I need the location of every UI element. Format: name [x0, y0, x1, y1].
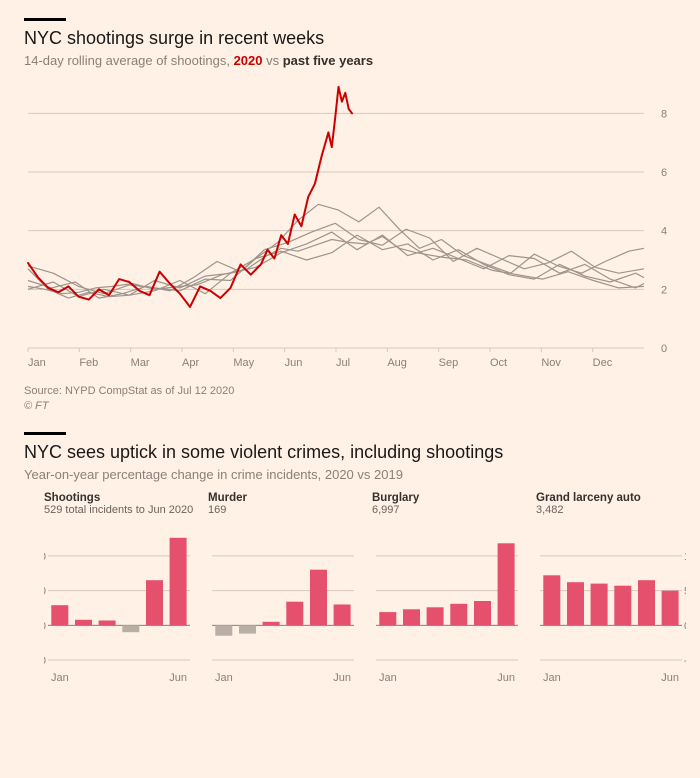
- subtitle-2020: 2020: [234, 53, 263, 68]
- svg-text:Aug: Aug: [387, 357, 407, 369]
- svg-text:Jun: Jun: [169, 672, 187, 683]
- bar: [286, 601, 303, 625]
- svg-text:4: 4: [661, 226, 667, 238]
- panel-subtitle: 169: [208, 504, 358, 531]
- svg-text:Mar: Mar: [131, 357, 150, 369]
- bar: [379, 612, 396, 625]
- svg-text:0: 0: [684, 620, 686, 632]
- svg-text:Jun: Jun: [661, 672, 679, 683]
- svg-text:8: 8: [661, 108, 667, 120]
- svg-text:Jul: Jul: [336, 357, 350, 369]
- svg-text:Jan: Jan: [28, 357, 46, 369]
- svg-text:50: 50: [44, 585, 46, 597]
- bar: [334, 604, 351, 625]
- panel-subtitle: 529 total incidents to Jun 2020: [44, 504, 194, 531]
- small-multiples: Shootings529 total incidents to Jun 2020…: [24, 492, 676, 683]
- bar: [263, 621, 280, 625]
- svg-text:Apr: Apr: [182, 357, 199, 369]
- panel-chart: Jan Jun: [208, 533, 358, 683]
- svg-text:Jun: Jun: [285, 357, 303, 369]
- subtitle-part-2: vs: [263, 53, 283, 68]
- svg-text:Jan: Jan: [215, 672, 233, 683]
- panel-chart: Jan Jun: [372, 533, 522, 683]
- subtitle-past: past five years: [283, 53, 373, 68]
- svg-text:Jun: Jun: [497, 672, 515, 683]
- bar: [122, 625, 139, 632]
- bar: [146, 580, 163, 625]
- bar: [567, 582, 584, 625]
- bar: [310, 569, 327, 625]
- bar: [662, 590, 679, 625]
- 2020-line: [28, 87, 352, 307]
- svg-text:0: 0: [661, 343, 667, 355]
- bottom-chart-subtitle: Year-on-year percentage change in crime …: [24, 467, 676, 482]
- past-year-line: [28, 237, 644, 294]
- svg-text:Jan: Jan: [51, 672, 69, 683]
- panel-murder: Murder169 Jan Jun: [208, 492, 358, 683]
- bar: [239, 625, 256, 633]
- source-line-1: Source: NYPD CompStat as of Jul 12 2020: [24, 385, 234, 397]
- panel-subtitle: 6,997: [372, 504, 522, 531]
- svg-text:-50: -50: [684, 655, 686, 667]
- bar: [638, 580, 655, 625]
- bar: [591, 583, 608, 625]
- svg-text:50: 50: [684, 585, 686, 597]
- svg-text:Jan: Jan: [543, 672, 561, 683]
- panel-grand-larceny-auto: Grand larceny auto3,482 -50 0 50 100 Jan Jun: [536, 492, 700, 683]
- panel-chart: -50 0 50 100 Jan Jun: [44, 533, 194, 683]
- bottom-chart-title: NYC sees uptick in some violent crimes, …: [24, 442, 676, 463]
- bar: [427, 607, 444, 625]
- past-year-line: [28, 232, 644, 297]
- source-text: Source: NYPD CompStat as of Jul 12 2020 …: [24, 384, 676, 414]
- panel-subtitle: 3,482: [536, 504, 686, 531]
- bar: [614, 585, 631, 625]
- panel-title: Burglary: [372, 492, 522, 504]
- bar: [99, 620, 116, 625]
- svg-text:Jan: Jan: [379, 672, 397, 683]
- svg-text:Sep: Sep: [439, 357, 459, 369]
- top-chart-title: NYC shootings surge in recent weeks: [24, 28, 676, 49]
- source-line-2: © FT: [24, 400, 49, 412]
- panel-shootings: Shootings529 total incidents to Jun 2020…: [24, 492, 194, 683]
- top-chart-subtitle: 14-day rolling average of shootings, 202…: [24, 53, 676, 68]
- svg-text:Dec: Dec: [593, 357, 613, 369]
- svg-text:100: 100: [44, 551, 46, 563]
- bar: [51, 605, 68, 625]
- panel-burglary: Burglary6,997 Jan Jun: [372, 492, 522, 683]
- past-year-line: [28, 204, 644, 298]
- svg-text:100: 100: [684, 551, 686, 563]
- top-chart-svg: 0 2 4 6 8 Jan Feb Mar Apr May Jun Jul Aug Sep Oct Nov De…: [24, 78, 676, 378]
- svg-text:6: 6: [661, 167, 667, 179]
- bar: [498, 543, 515, 625]
- bar: [403, 609, 420, 625]
- svg-text:-50: -50: [44, 655, 46, 667]
- subtitle-part-1: 14-day rolling average of shootings,: [24, 53, 234, 68]
- section-rule: [24, 18, 66, 21]
- bar: [543, 575, 560, 625]
- svg-text:Jun: Jun: [333, 672, 351, 683]
- panel-chart: -50 0 50 100 Jan Jun: [536, 533, 686, 683]
- top-chart: 0 2 4 6 8 Jan Feb Mar Apr May Jun Jul Aug Sep Oct Nov De…: [24, 78, 676, 378]
- bar: [450, 603, 467, 625]
- svg-text:0: 0: [44, 620, 46, 632]
- svg-text:2: 2: [661, 284, 667, 296]
- svg-text:Oct: Oct: [490, 357, 507, 369]
- panel-title: Shootings: [44, 492, 194, 504]
- bar: [170, 537, 187, 625]
- panel-title: Murder: [208, 492, 358, 504]
- svg-text:May: May: [233, 357, 254, 369]
- svg-text:Feb: Feb: [79, 357, 98, 369]
- bar: [474, 601, 491, 625]
- section-rule: [24, 432, 66, 435]
- svg-text:Nov: Nov: [541, 357, 561, 369]
- panel-title: Grand larceny auto: [536, 492, 686, 504]
- bar: [75, 619, 92, 625]
- bar: [215, 625, 232, 635]
